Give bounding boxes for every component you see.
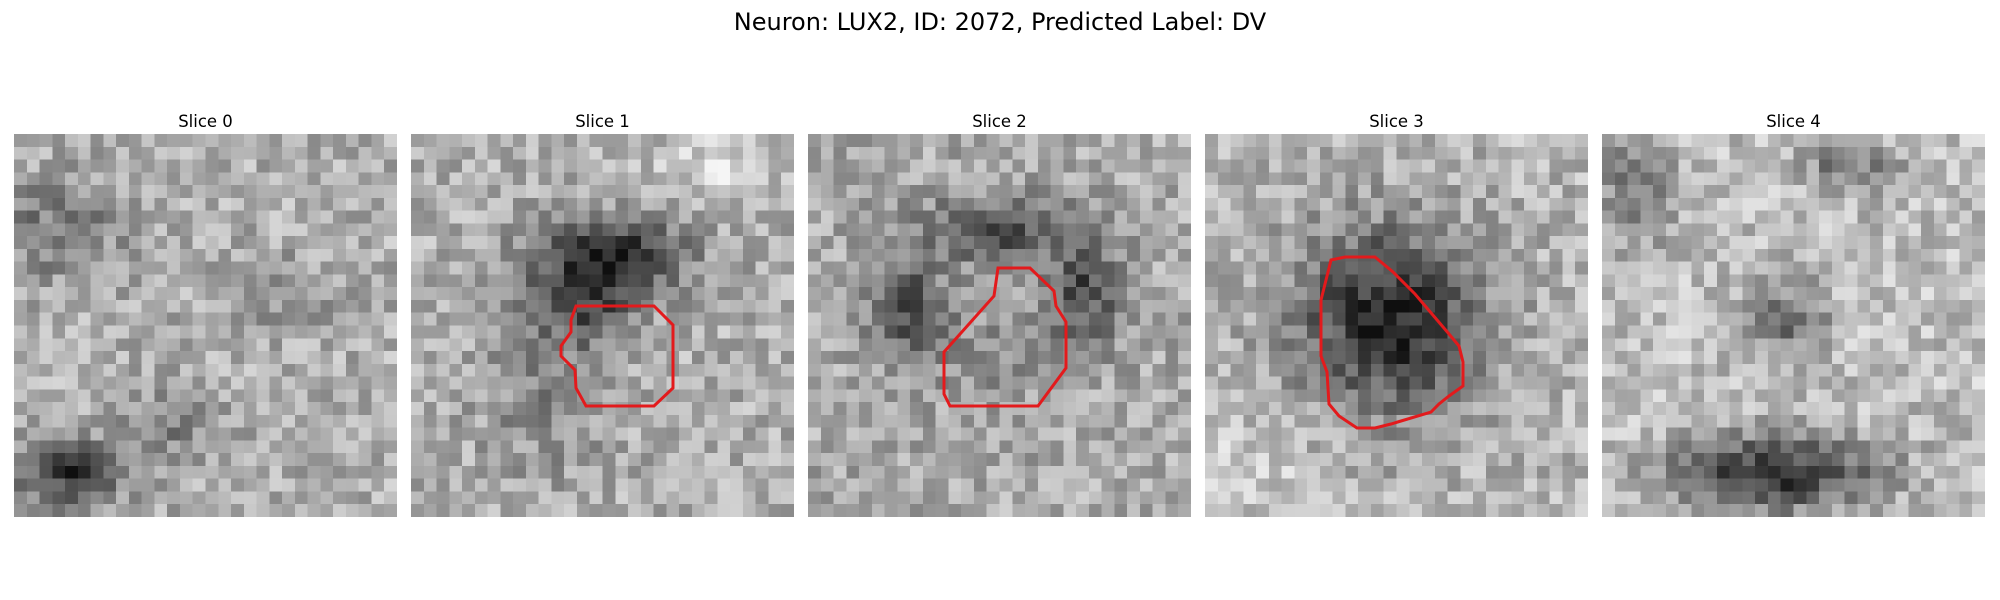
roi-contour	[1319, 255, 1465, 430]
slice-panel-0: Slice 0	[14, 110, 397, 517]
slice-panel-1: Slice 1	[411, 110, 794, 517]
slice-panel-2: Slice 2	[808, 110, 1191, 517]
roi-contour	[942, 266, 1068, 408]
slice-image	[1205, 134, 1588, 517]
slice-image	[1602, 134, 1985, 517]
slice-image	[808, 134, 1191, 517]
roi-contour	[559, 304, 675, 408]
slice-panel-3: Slice 3	[1205, 110, 1588, 517]
slice-title: Slice 1	[575, 112, 630, 131]
slice-panel-4: Slice 4	[1602, 110, 1985, 517]
slice-title: Slice 4	[1766, 112, 1821, 131]
slice-image	[14, 134, 397, 517]
slice-title: Slice 0	[178, 112, 233, 131]
slice-image	[411, 134, 794, 517]
figure-title: Neuron: LUX2, ID: 2072, Predicted Label:…	[733, 8, 1267, 36]
slice-title: Slice 3	[1369, 112, 1424, 131]
slice-title: Slice 2	[972, 112, 1027, 131]
